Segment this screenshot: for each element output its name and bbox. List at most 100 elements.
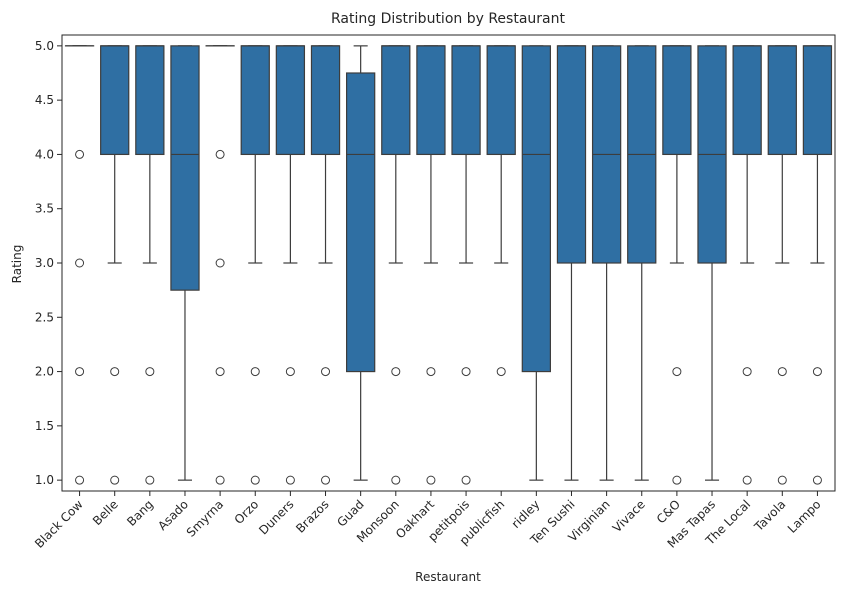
box-body xyxy=(416,45,446,156)
x-tick-label: Black Cow xyxy=(32,497,86,551)
box-body xyxy=(346,72,376,373)
box-2 xyxy=(135,45,165,485)
box-15 xyxy=(591,45,622,481)
outlier-point xyxy=(145,367,155,377)
outlier-point xyxy=(215,258,225,268)
box-body xyxy=(381,45,411,156)
outlier-point xyxy=(426,367,436,377)
box-10 xyxy=(416,45,446,485)
y-tick-label: 4.5 xyxy=(35,93,54,107)
box-19 xyxy=(732,45,762,485)
box-3 xyxy=(170,45,200,481)
outlier-point xyxy=(215,475,225,485)
outlier-point xyxy=(812,367,822,377)
box-21 xyxy=(802,45,833,485)
x-tick-label: ridley xyxy=(509,497,543,531)
box-6 xyxy=(275,45,306,485)
outlier-point xyxy=(215,149,225,159)
y-tick-label: 1.0 xyxy=(35,473,54,487)
outlier-point xyxy=(391,367,401,377)
outlier-point xyxy=(777,475,787,485)
outlier-point xyxy=(285,475,295,485)
box-body xyxy=(275,45,306,156)
box-body xyxy=(170,45,200,291)
outlier-point xyxy=(742,367,752,377)
x-tick-label: Tavola xyxy=(751,497,788,534)
box-13 xyxy=(521,45,551,481)
box-body xyxy=(240,45,270,156)
y-tick-label: 4.0 xyxy=(35,147,54,161)
box-4 xyxy=(205,45,235,485)
box-14 xyxy=(556,45,587,481)
x-tick-label: Vivace xyxy=(610,497,648,535)
box-body xyxy=(135,45,165,156)
outlier-point xyxy=(426,475,436,485)
box-body xyxy=(662,45,692,156)
box-body xyxy=(100,45,130,156)
outlier-point xyxy=(75,367,85,377)
outlier-point xyxy=(110,475,120,485)
outlier-point xyxy=(672,367,682,377)
outlier-point xyxy=(75,149,85,159)
outlier-point xyxy=(461,367,471,377)
outlier-point xyxy=(285,367,295,377)
x-tick-label: Lampo xyxy=(785,497,824,536)
chart-title: Rating Distribution by Restaurant xyxy=(331,11,565,27)
y-tick-label: 2.5 xyxy=(35,310,54,324)
y-tick-label: 2.0 xyxy=(35,365,54,379)
x-tick-label: Bang xyxy=(124,497,156,529)
box-16 xyxy=(627,45,657,481)
outlier-point xyxy=(777,367,787,377)
box-body xyxy=(486,45,516,156)
outlier-point xyxy=(672,475,682,485)
box-18 xyxy=(697,45,727,481)
box-20 xyxy=(767,45,797,485)
outlier-point xyxy=(321,475,331,485)
outlier-point xyxy=(110,367,120,377)
box-9 xyxy=(381,45,411,485)
outlier-point xyxy=(496,367,506,377)
x-tick-label: C&O xyxy=(654,497,683,526)
y-axis: 1.0 1.5 2.0 2.5 3.0 3.5 4.0 4.5 5.0 xyxy=(35,39,62,487)
box-body xyxy=(556,45,587,264)
box-11 xyxy=(451,45,481,485)
box-body xyxy=(310,45,341,156)
y-axis-title: Rating xyxy=(10,245,24,284)
outlier-point xyxy=(461,475,471,485)
box-0 xyxy=(64,45,95,485)
x-tick-label: Belle xyxy=(90,497,121,528)
box-body xyxy=(732,45,762,156)
outlier-point xyxy=(742,475,752,485)
outlier-point xyxy=(321,367,331,377)
x-tick-label: Smyrna xyxy=(184,497,226,539)
x-axis-title: Restaurant xyxy=(415,570,481,584)
outlier-point xyxy=(145,475,155,485)
box-12 xyxy=(486,45,516,377)
x-tick-label: Brazos xyxy=(293,497,331,535)
outlier-point xyxy=(250,367,260,377)
box-body xyxy=(802,45,833,156)
y-tick-label: 3.0 xyxy=(35,256,54,270)
y-tick-label: 1.5 xyxy=(35,419,54,433)
x-tick-label: Orzo xyxy=(232,497,262,527)
box-body xyxy=(521,45,551,373)
y-tick-label: 3.5 xyxy=(35,202,54,216)
y-tick-label: 5.0 xyxy=(35,39,54,53)
plot-area xyxy=(61,34,836,492)
box-1 xyxy=(100,45,130,485)
outlier-point xyxy=(250,475,260,485)
outlier-point xyxy=(812,475,822,485)
x-tick-label: Guad xyxy=(334,497,366,529)
box-17 xyxy=(662,45,692,485)
box-body xyxy=(451,45,481,156)
outlier-point xyxy=(75,475,85,485)
outlier-point xyxy=(75,258,85,268)
box-5 xyxy=(240,45,270,485)
box-body xyxy=(767,45,797,156)
outlier-point xyxy=(391,475,401,485)
outlier-point xyxy=(215,367,225,377)
x-tick-label: Duners xyxy=(256,497,296,537)
